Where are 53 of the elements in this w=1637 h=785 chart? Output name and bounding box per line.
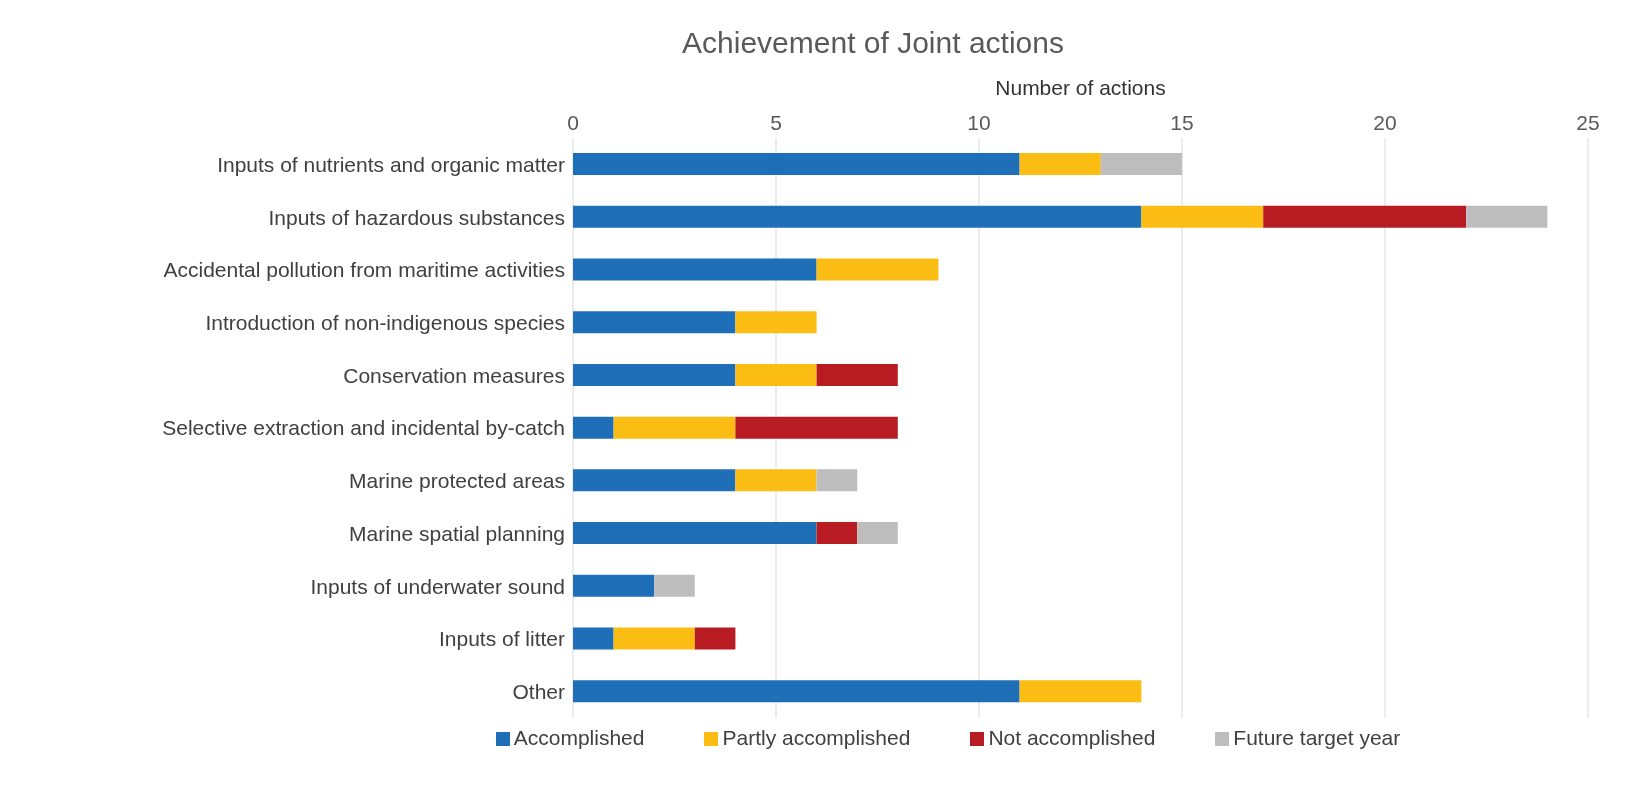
bar	[573, 680, 1020, 703]
y-tick-label: Inputs of underwater sound	[310, 574, 565, 598]
bar	[816, 522, 858, 545]
x-tick-label: 15	[1170, 111, 1194, 134]
y-tick-label: Selective extraction and incidental by-catch	[162, 416, 565, 440]
bar	[573, 258, 817, 281]
y-tick-label: Accidental pollution from maritime activities	[163, 258, 565, 282]
bar	[816, 469, 858, 492]
y-tick-label: Other	[512, 680, 565, 704]
bar	[573, 416, 614, 439]
y-tick-label: Inputs of nutrients and organic matter	[217, 152, 565, 176]
x-tick-label: 10	[967, 111, 991, 134]
bar	[735, 469, 817, 492]
bar	[573, 574, 655, 597]
bar	[1019, 153, 1101, 175]
x-tick-label: 25	[1576, 111, 1600, 134]
bar	[816, 363, 898, 386]
bar	[573, 311, 736, 334]
bar	[654, 574, 695, 597]
bar	[573, 522, 817, 545]
bar	[613, 416, 736, 439]
legend-label: Future target year	[1233, 726, 1401, 749]
bar	[694, 627, 736, 650]
y-tick-label: Marine protected areas	[349, 469, 565, 493]
x-tick-label: 5	[770, 111, 782, 134]
legend-label: Not accomplished	[988, 726, 1156, 749]
bar	[1141, 205, 1264, 228]
y-tick-label: Marine spatial planning	[349, 521, 565, 545]
bar	[573, 153, 1020, 175]
legend-label: Accomplished	[513, 726, 645, 749]
bar	[613, 627, 695, 650]
bar	[573, 205, 1142, 228]
y-tick-label: Conservation measures	[343, 363, 565, 387]
chart-title: Achievement of Joint actions	[681, 25, 1065, 61]
bar	[1100, 153, 1182, 175]
x-tick-label: 20	[1373, 111, 1397, 134]
bar	[735, 311, 817, 334]
legend-label: Partly accomplished	[722, 726, 911, 749]
y-tick-label: Inputs of hazardous substances	[268, 205, 565, 229]
bar	[573, 627, 614, 650]
bar	[573, 469, 736, 492]
x-tick-label: 0	[567, 111, 579, 134]
y-tick-label: Introduction of non-indigenous species	[205, 311, 565, 334]
bar	[1263, 205, 1467, 228]
bar	[735, 363, 817, 386]
y-tick-label: Inputs of litter	[438, 627, 566, 651]
bar	[735, 416, 898, 439]
bar	[816, 258, 939, 281]
bar	[1019, 680, 1142, 703]
bar	[1466, 205, 1548, 228]
bar	[573, 363, 736, 386]
bar	[857, 522, 898, 545]
x-axis-title: Number of actions	[994, 75, 1167, 100]
